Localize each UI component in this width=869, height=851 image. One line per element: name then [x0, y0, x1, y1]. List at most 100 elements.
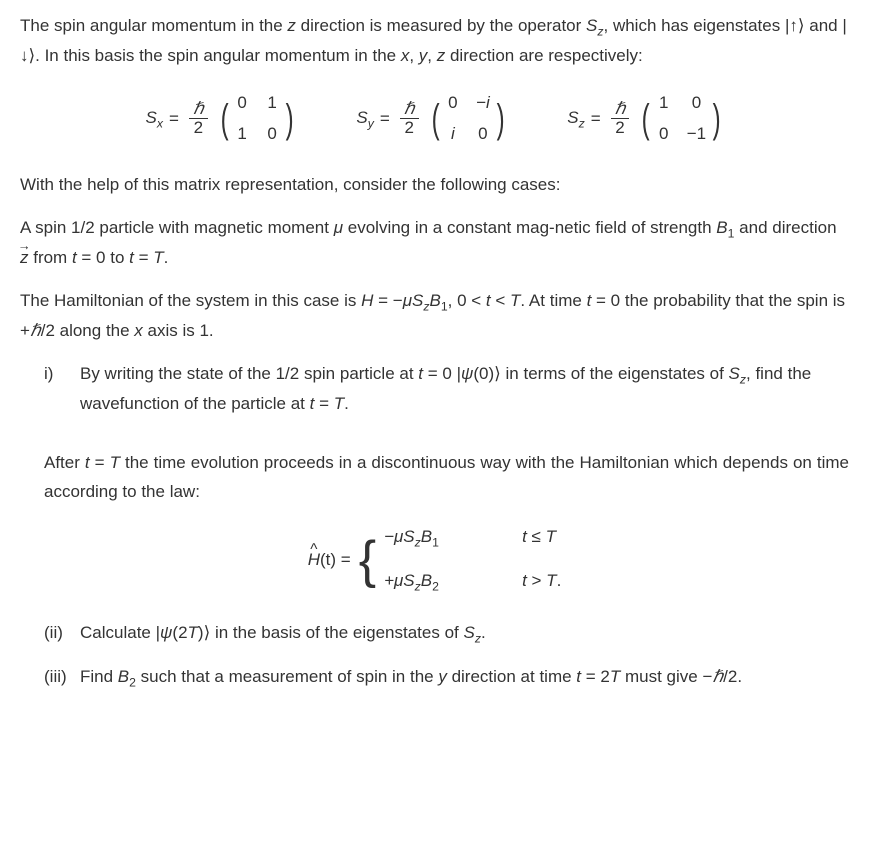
m-b: 1 — [265, 89, 279, 118]
hbar: ℏ — [30, 321, 41, 340]
marker-ii: (ii) — [20, 619, 80, 649]
text: = 0 to — [77, 248, 129, 267]
paragraph-4: The Hamiltonian of the system in this ca… — [20, 287, 849, 346]
paren-left-icon: ( — [642, 99, 650, 139]
text: . — [344, 394, 349, 413]
hbar: ℏ — [189, 100, 208, 120]
marker-iii: (iii) — [20, 663, 80, 693]
var-mu: μ — [334, 218, 343, 237]
text: = 2 — [581, 667, 610, 686]
sub-z: z — [579, 116, 585, 130]
equals: = — [380, 105, 390, 134]
var-T: T — [153, 248, 163, 267]
var-B: B — [429, 291, 440, 310]
text: = — [90, 453, 110, 472]
text: < — [491, 291, 510, 310]
item-i: i) By writing the state of the 1/2 spin … — [20, 360, 849, 419]
text: −μS — [384, 527, 415, 546]
m-a: 1 — [657, 89, 671, 118]
m-d: 0 — [265, 120, 279, 149]
sub-x: x — [157, 116, 163, 130]
arrow-down-icon — [20, 46, 29, 65]
text: = — [314, 394, 333, 413]
sub-2: 2 — [432, 579, 439, 593]
text: . — [481, 623, 486, 642]
text: )⟩ in the basis of the eigenstates of — [198, 623, 464, 642]
paren-left-icon: ( — [220, 99, 228, 139]
var-z: z — [287, 16, 296, 35]
m-c: 1 — [235, 120, 249, 149]
text: direction at time — [447, 667, 576, 686]
text: evolving in a constant mag-netic field o… — [343, 218, 716, 237]
text: and direction — [734, 218, 836, 237]
paren-right-icon: ) — [286, 99, 294, 139]
m-c: 0 — [657, 120, 671, 149]
var-T: T — [188, 623, 198, 642]
text: Find — [80, 667, 118, 686]
text: . At time — [520, 291, 586, 310]
text: Calculate — [80, 623, 156, 642]
matrix-sz: ( 1 0 0 −1 ) — [639, 89, 723, 149]
text: axis is 1. — [143, 321, 214, 340]
item-ii: (ii) Calculate |ψ(2T)⟩ in the basis of t… — [20, 619, 849, 649]
text: = 0 — [423, 364, 457, 383]
var-y: y — [438, 667, 447, 686]
var-psi: ψ — [160, 623, 172, 642]
text: must give − — [620, 667, 712, 686]
text: = — [134, 248, 153, 267]
pw-row-2: +μSzB2 t > T. — [384, 567, 561, 597]
text: /2. — [723, 667, 742, 686]
text: , — [409, 46, 418, 65]
m-a: 0 — [235, 89, 249, 118]
item-i-content: By writing the state of the 1/2 spin par… — [80, 360, 849, 419]
text: +μS — [384, 571, 415, 590]
var-S: S — [729, 364, 740, 383]
sub-2: 2 — [129, 676, 136, 690]
text: By writing the state of the 1/2 spin par… — [80, 364, 418, 383]
sub-y: y — [368, 116, 374, 130]
m-b: 0 — [687, 89, 706, 118]
var-B: B — [716, 218, 727, 237]
text: direction are respectively: — [445, 46, 642, 65]
var-z: z — [437, 46, 446, 65]
two: 2 — [400, 119, 417, 138]
text: The Hamiltonian of the system in this ca… — [20, 291, 361, 310]
text: the time evolution proceeds in a discont… — [44, 453, 849, 501]
hbar: ℏ — [712, 667, 723, 686]
var-S: S — [356, 108, 367, 127]
equation-pauli-matrices: Sx = ℏ 2 ( 0 1 1 0 ) Sy = ℏ 2 ( 0 — [20, 89, 849, 149]
text: (2 — [172, 623, 187, 642]
equation-sy: Sy = ℏ 2 ( 0 −i i 0 ) — [356, 89, 507, 149]
var-T: T — [110, 453, 120, 472]
paragraph-3: A spin 1/2 particle with magnetic moment… — [20, 214, 849, 273]
item-iii: (iii) Find B2 such that a measurement of… — [20, 663, 849, 693]
paragraph-2: With the help of this matrix representat… — [20, 171, 849, 200]
paragraph-intro: The spin angular momentum in the z direc… — [20, 12, 849, 71]
paren-right-icon: ) — [713, 99, 721, 139]
text: (0)⟩ in terms of the eigenstates of — [473, 364, 728, 383]
ket-up-r: ⟩ — [798, 16, 805, 35]
text: . In this basis the spin angular momentu… — [35, 46, 401, 65]
text: . — [164, 248, 169, 267]
brace-icon: { — [359, 534, 376, 586]
text: from — [29, 248, 72, 267]
var-mu: μ — [403, 291, 412, 310]
item-iii-content: Find B2 such that a measurement of spin … — [80, 663, 849, 693]
equation-sz: Sz = ℏ 2 ( 1 0 0 −1 ) — [567, 89, 723, 149]
text: and — [805, 16, 843, 35]
pw-row-1: −μSzB1 t ≤ T — [384, 523, 561, 553]
equals: = — [169, 105, 179, 134]
text: (t) = — [320, 550, 351, 569]
text: > — [527, 571, 546, 590]
var-T: T — [334, 394, 344, 413]
hbar: ℏ — [611, 100, 630, 120]
text: ≤ — [527, 527, 546, 546]
paren-right-icon: ) — [497, 99, 505, 139]
text: A spin 1/2 particle with magnetic moment — [20, 218, 334, 237]
m-d: −1 — [687, 120, 706, 149]
equation-sx: Sx = ℏ 2 ( 0 1 1 0 ) — [146, 89, 297, 149]
marker-i: i) — [20, 360, 80, 419]
matrix-sx: ( 0 1 1 0 ) — [218, 89, 297, 149]
text: , — [427, 46, 436, 65]
var-S: S — [586, 16, 597, 35]
